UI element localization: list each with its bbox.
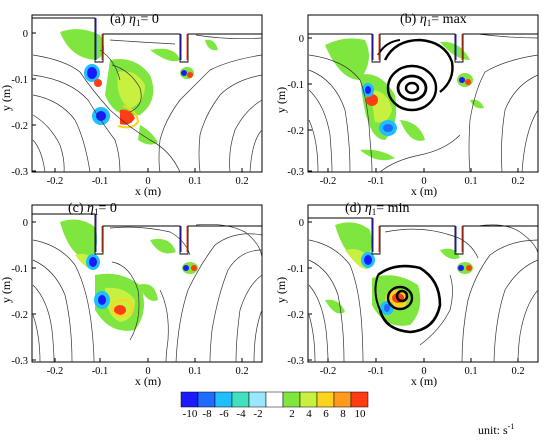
colorbar-swatch (180, 391, 199, 408)
x-tick-label: -0.1 (92, 366, 109, 377)
x-tick-label: 0.2 (511, 176, 524, 187)
y-axis: 0 -0.1 -0.2 -0.3 y (m) (0, 29, 36, 178)
y-tick-label: -0.2 (287, 310, 304, 321)
panel-a: 0 -0.1 -0.2 -0.3 y (m) -0.2 -0.1 0 0.1 0… (0, 12, 263, 198)
colorbar-swatch (248, 391, 267, 408)
x-axis: -0.2 -0.1 0 0.1 0.2 x (m) (320, 168, 525, 198)
colorbar-swatch (265, 391, 284, 408)
y-tick-label: -0.3 (287, 167, 304, 178)
vortex-contour (377, 38, 454, 112)
y-axis: 0 -0.1 -0.2 -0.3 y (m) (0, 218, 36, 367)
colorbar-label: 8 (340, 408, 346, 420)
x-tick-label: 0 (145, 176, 150, 187)
colorbar-swatch (316, 391, 335, 408)
x-tick-label: 0.1 (188, 176, 201, 187)
plate-geometry (32, 213, 262, 255)
colorbar-swatch (231, 391, 250, 408)
y-tick-label: -0.2 (11, 121, 28, 132)
colorbar-label: -4 (236, 408, 246, 420)
x-tick-label: -0.1 (92, 176, 109, 187)
y-axis-label: y (m) (274, 277, 288, 303)
y-axis: 0 -0.1 -0.2 -0.3 y (m) (274, 34, 312, 178)
colorbar-label: 10 (355, 408, 367, 420)
colorbar-swatch (214, 391, 233, 408)
colorbar-label: -6 (219, 408, 229, 420)
colorbar-label: 2 (289, 408, 295, 420)
colorbar-label: 6 (323, 408, 329, 420)
panel-title: (c) η1= 0 (68, 201, 117, 217)
y-axis: 0 -0.1 -0.2 -0.3 y (m) (274, 218, 312, 367)
x-axis-label: x (m) (135, 374, 161, 388)
x-axis: -0.2 -0.1 0 0.1 0.2 x (m) (47, 168, 249, 198)
colorbar-labels: -10 -8 -6 -4 -2 2 4 6 8 10 (183, 408, 366, 420)
colorbar-swatch (333, 391, 352, 408)
x-axis: -0.2 -0.1 0 0.1 0.2 x (m) (47, 358, 249, 388)
x-tick-label: 0.2 (235, 366, 248, 377)
contour-field (60, 219, 198, 331)
y-tick-label: -0.3 (287, 356, 304, 367)
y-tick-label: -0.1 (11, 75, 28, 86)
x-tick-label: 0.1 (188, 366, 201, 377)
panel-d: 0 -0.1 -0.2 -0.3 y (m) -0.2 -0.1 0 0.1 0… (274, 201, 539, 388)
contour-field (60, 29, 218, 145)
colorbar-label: -8 (202, 408, 212, 420)
plate-geometry (308, 33, 538, 63)
x-axis-label: x (m) (411, 184, 437, 198)
x-tick-label: 0 (145, 366, 150, 377)
y-axis-label: y (m) (0, 85, 13, 111)
y-tick-label: 0 (299, 34, 304, 45)
x-tick-label: 0 (421, 366, 426, 377)
x-tick-label: -0.2 (47, 366, 64, 377)
x-tick-label: -0.2 (320, 176, 337, 187)
y-tick-label: 0 (23, 29, 28, 40)
panel-c: 0 -0.1 -0.2 -0.3 y (m) -0.2 -0.1 0 0.1 0… (0, 201, 263, 388)
panel-title: (d) η1= min (345, 201, 409, 217)
plate-geometry (308, 217, 538, 255)
colorbar: -10 -8 -6 -4 -2 2 4 6 8 10 unit: s-1 (180, 391, 514, 437)
y-tick-label: -0.2 (287, 126, 304, 137)
colorbar-label: 4 (306, 408, 312, 420)
streamlines (308, 224, 538, 362)
colorbar-swatch (350, 391, 369, 408)
y-tick-label: -0.3 (11, 167, 28, 178)
streamlines (308, 33, 538, 172)
y-tick-label: -0.2 (11, 310, 28, 321)
colorbar-label: -2 (253, 408, 262, 420)
x-tick-label: 0.2 (511, 366, 524, 377)
x-axis-label: x (m) (411, 374, 437, 388)
colorbar-swatch (282, 391, 301, 408)
x-tick-label: 0.1 (464, 366, 477, 377)
streamlines (32, 223, 262, 362)
y-tick-label: -0.1 (11, 264, 28, 275)
y-axis-label: y (m) (274, 87, 288, 113)
x-tick-label: -0.1 (368, 176, 385, 187)
x-tick-label: 0.1 (464, 176, 477, 187)
x-tick-label: -0.2 (320, 366, 337, 377)
x-axis-label: x (m) (135, 184, 161, 198)
contour-field (325, 222, 473, 326)
y-tick-label: 0 (23, 218, 28, 229)
panel-b: 0 -0.1 -0.2 -0.3 y (m) -0.2 -0.1 0 0.1 0… (274, 12, 539, 198)
colorbar-unit: unit: s-1 (478, 422, 514, 437)
y-tick-label: 0 (299, 218, 304, 229)
x-tick-label: -0.2 (47, 176, 64, 187)
y-tick-label: -0.1 (287, 80, 304, 91)
colorbar-swatch (197, 391, 216, 408)
x-tick-label: 0.2 (235, 176, 248, 187)
colorbar-label: -10 (183, 408, 198, 420)
plate-geometry (32, 17, 262, 63)
colorbar-swatch (299, 391, 318, 408)
y-tick-label: -0.3 (11, 356, 28, 367)
x-tick-label: -0.1 (368, 366, 385, 377)
y-axis-label: y (m) (0, 277, 13, 303)
colorbar-swatches (180, 391, 369, 408)
vortex-contour (374, 264, 442, 334)
panel-title: (b) η1= max (400, 12, 467, 28)
x-tick-label: 0 (421, 176, 426, 187)
panel-title: (a) η1= 0 (110, 12, 159, 28)
x-axis: -0.2 -0.1 0 0.1 0.2 x (m) (320, 358, 525, 388)
y-tick-label: -0.1 (287, 264, 304, 275)
